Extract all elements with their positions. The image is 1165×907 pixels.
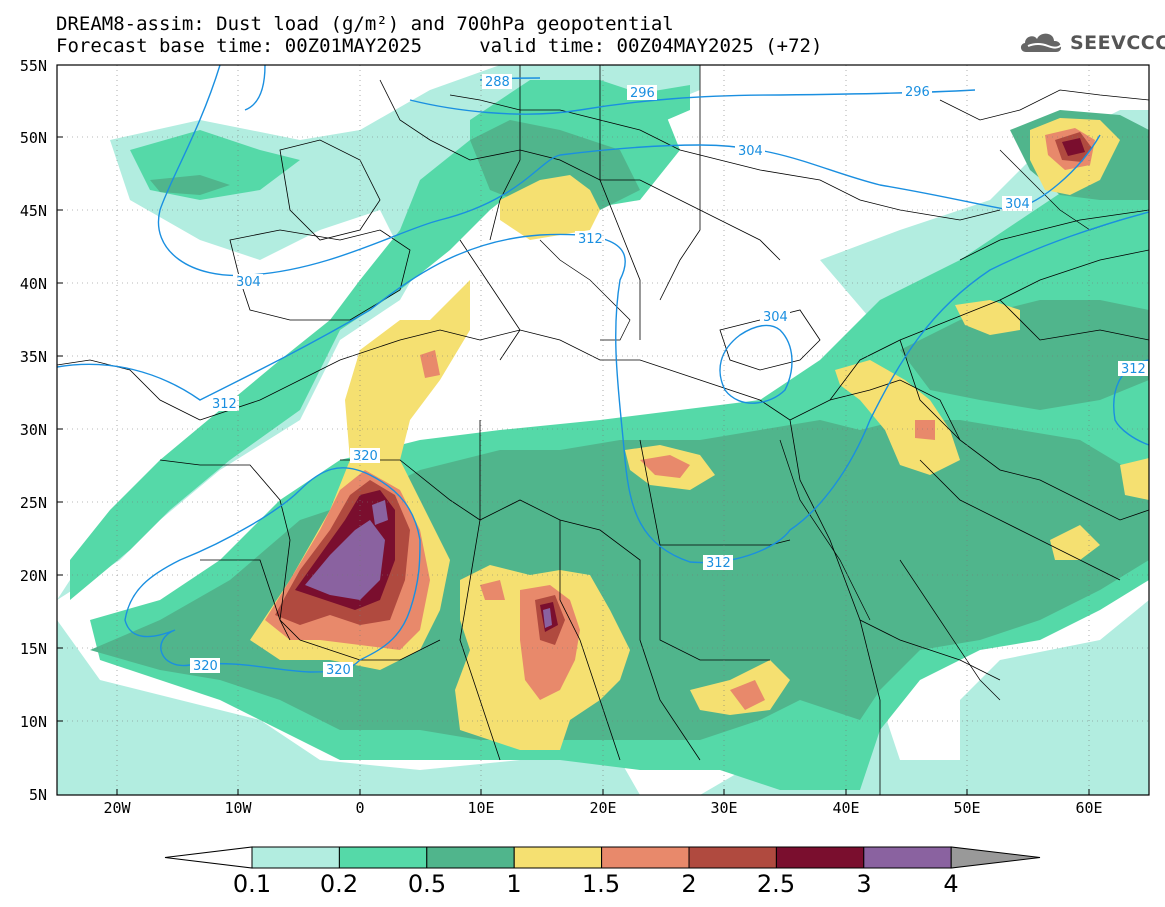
contour-label: 320	[326, 663, 351, 678]
ticks	[57, 64, 1090, 795]
colorbar-label: 0.5	[407, 870, 447, 898]
lon-label: 40E	[832, 799, 860, 817]
geopotential-contours	[57, 65, 1149, 673]
coastlines	[539, 89, 1149, 701]
contour-label: 304	[738, 144, 763, 159]
colorbar-label: 0.2	[319, 870, 359, 898]
lat-label: 5N	[28, 786, 47, 804]
lat-label: 15N	[19, 640, 47, 658]
lon-label: 60E	[1075, 799, 1103, 817]
contour-label: 304	[236, 275, 261, 290]
cloud-icon	[1020, 33, 1063, 52]
colorbar-label: 2.5	[756, 870, 796, 898]
lon-label: 10W	[224, 799, 252, 817]
contour-label: 312	[578, 232, 603, 247]
contour-label: 304	[763, 310, 788, 325]
contour-label: 320	[353, 449, 378, 464]
lat-label: 10N	[19, 713, 47, 731]
contour-label: 312	[1121, 362, 1146, 377]
lon-label: 30E	[710, 799, 738, 817]
contour-label: 288	[485, 75, 510, 90]
graticule	[57, 65, 1149, 795]
lon-label: 0	[355, 799, 365, 817]
contour-label: 320	[193, 659, 218, 674]
dust-level-3	[305, 500, 552, 628]
lat-label: 50N	[19, 129, 47, 147]
lat-label: 55N	[19, 57, 47, 75]
colorbar-label: 1	[506, 870, 522, 898]
colorbar-label: 1.5	[581, 870, 621, 898]
lon-label: 10E	[467, 799, 495, 817]
colorbar-label: 4	[943, 870, 959, 898]
contour-label: 296	[630, 86, 655, 101]
lon-label: 50E	[953, 799, 981, 817]
lon-label: 20E	[589, 799, 617, 817]
lat-label: 45N	[19, 202, 47, 220]
chart-title: DREAM8-assim: Dust load (g/m²) and 700hP…	[56, 13, 674, 35]
lon-label: 20W	[103, 799, 131, 817]
lat-label: 25N	[19, 494, 47, 512]
lat-label: 20N	[19, 567, 47, 585]
contour-labels: 288 296 296 304 304 304 304 312 312 312 …	[190, 74, 1148, 678]
contour-label: 304	[1005, 197, 1030, 212]
forecast-time-line: Forecast base time: 00Z01MAY2025 valid t…	[56, 35, 823, 57]
contour-label: 296	[905, 85, 930, 100]
contour-label: 312	[212, 397, 237, 412]
seevccc-logo: SEEVCCC	[1018, 26, 1165, 60]
logo-text: SEEVCCC	[1070, 32, 1165, 54]
country-borders	[57, 65, 1149, 795]
colorbar-label: 2	[681, 870, 697, 898]
colorbar-label: 0.1	[232, 870, 272, 898]
colorbar-label: 3	[856, 870, 872, 898]
lat-label: 30N	[19, 421, 47, 439]
lat-label: 35N	[19, 348, 47, 366]
lat-label: 40N	[19, 275, 47, 293]
contour-label: 312	[706, 556, 731, 571]
